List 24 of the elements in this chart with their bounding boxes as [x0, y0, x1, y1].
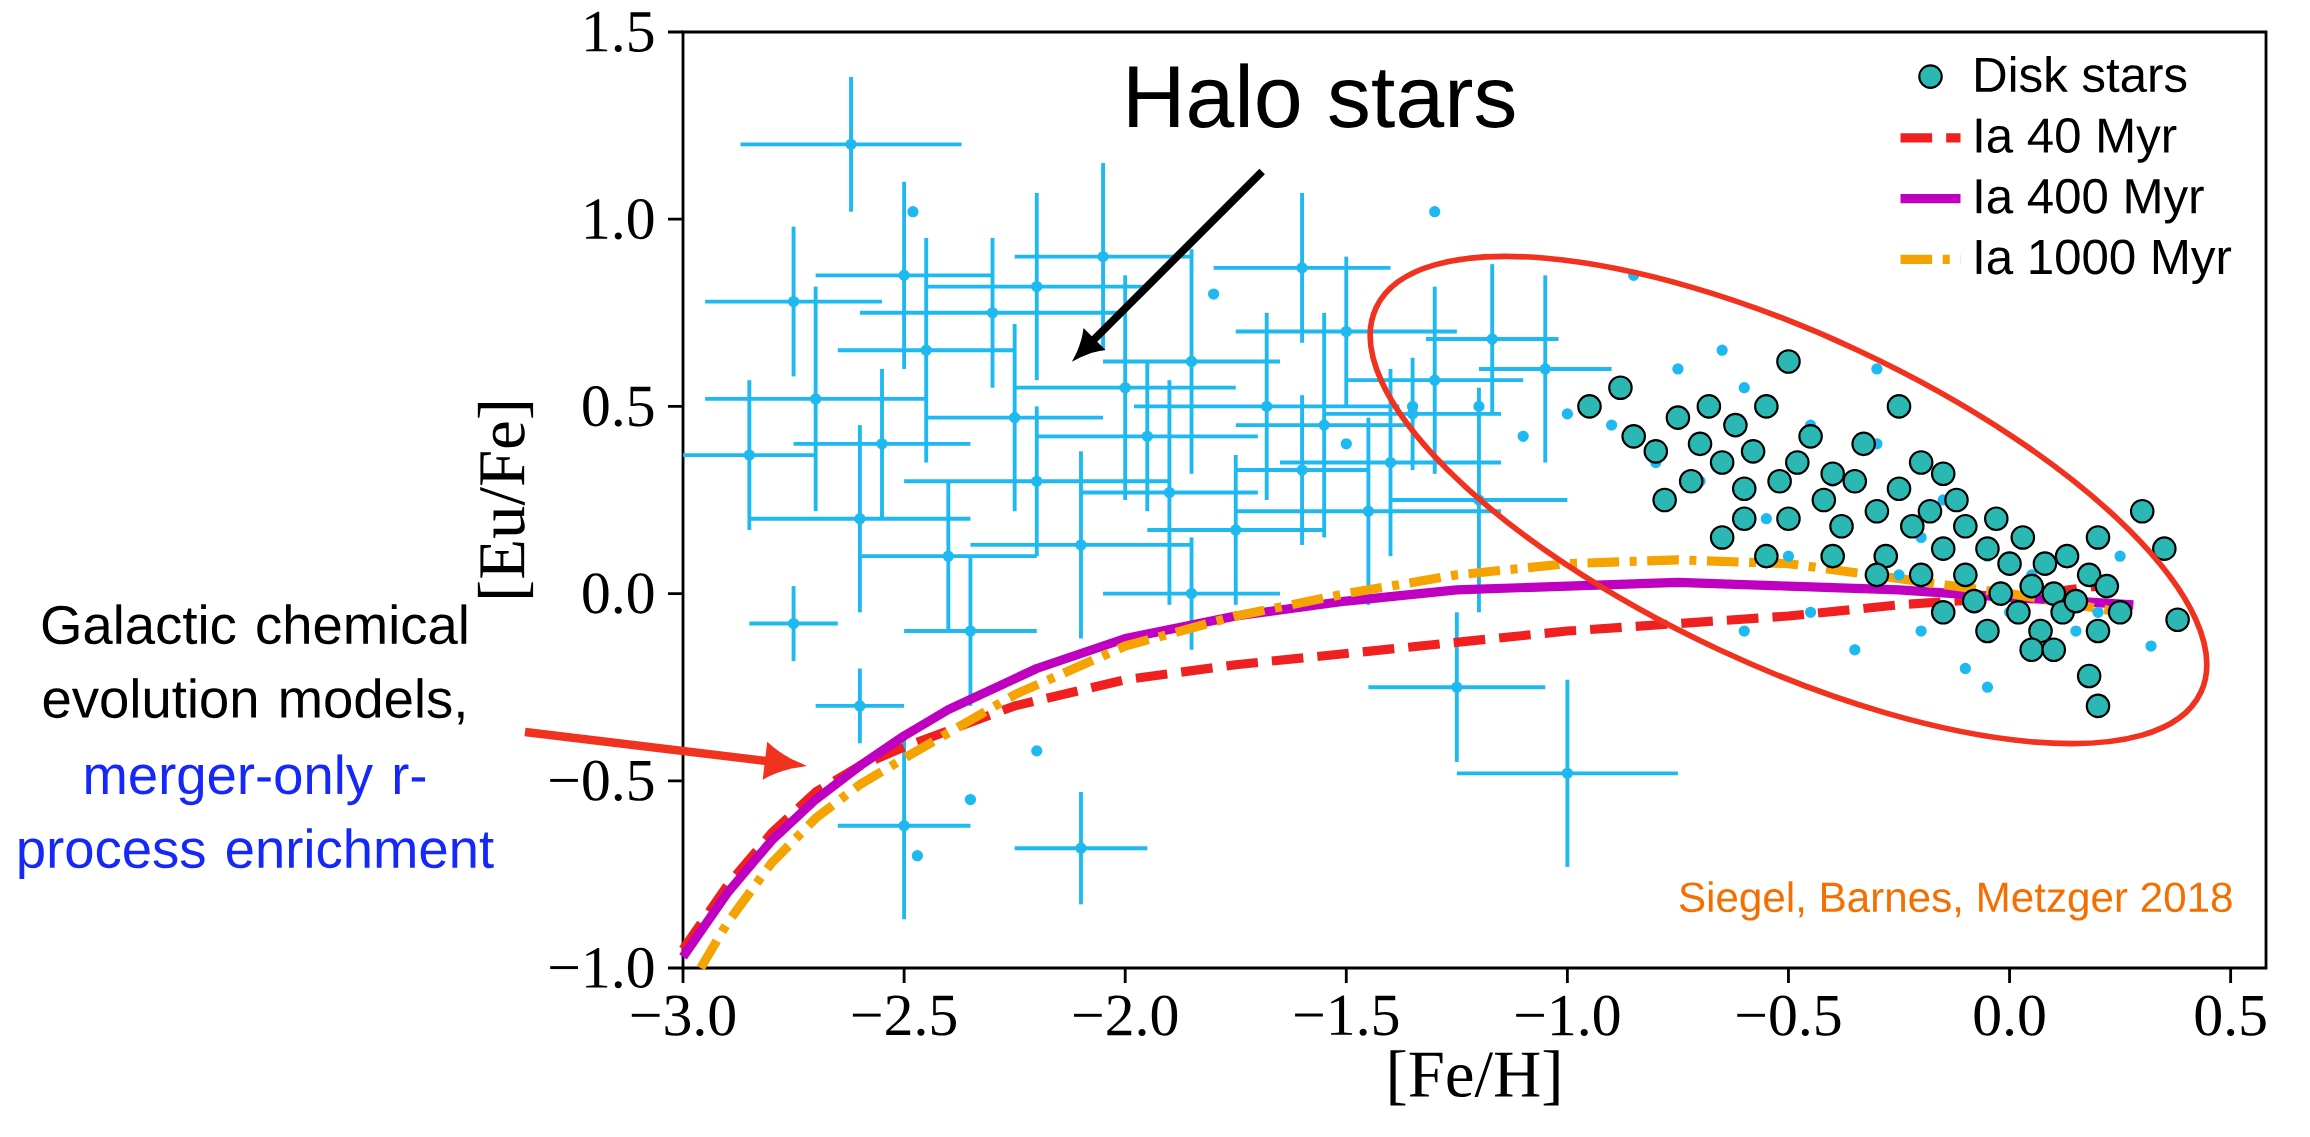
x-tick-label: 0.0	[1974, 995, 2045, 1036]
annotation: Halo stars	[1129, 63, 1515, 128]
y-axis-title: [Eu/Fe]	[477, 402, 534, 598]
annotation: Siegel, Barnes, Metzger 2018	[1679, 881, 2232, 921]
legend-label: Disk stars	[1976, 56, 2187, 93]
x-tick-label: −2.5	[852, 995, 956, 1036]
legend-label: Ia 400 Myr	[1976, 178, 2204, 224]
y-tick-label: 0.0	[583, 573, 654, 614]
y-tick-label: 1.0	[586, 198, 654, 240]
text: merger-only r-process enrichment	[19, 754, 494, 879]
x-tick-label: −3.0	[631, 995, 735, 1036]
y-tick-label: −0.5	[550, 760, 654, 802]
x-tick-label: 0.5	[2195, 995, 2266, 1036]
legend-label: Ia 1000 Myr	[1976, 239, 2232, 285]
text: Galactic chemical evolution models,	[42, 604, 467, 725]
x-tick-label: −1.0	[1516, 995, 1620, 1036]
x-tick-label: −1.5	[1295, 995, 1399, 1036]
x-axis-title: [Fe/H]	[1390, 1050, 1559, 1106]
x-tick-label: −0.5	[1737, 995, 1841, 1036]
y-tick-label: −1.0	[550, 947, 654, 989]
x-tick-label: −2.0	[1073, 995, 1178, 1036]
y-tick-label: 1.5	[586, 11, 654, 53]
y-tick-label: 0.5	[583, 386, 654, 427]
legend-label: Ia 40 Myr	[1976, 118, 2177, 163]
